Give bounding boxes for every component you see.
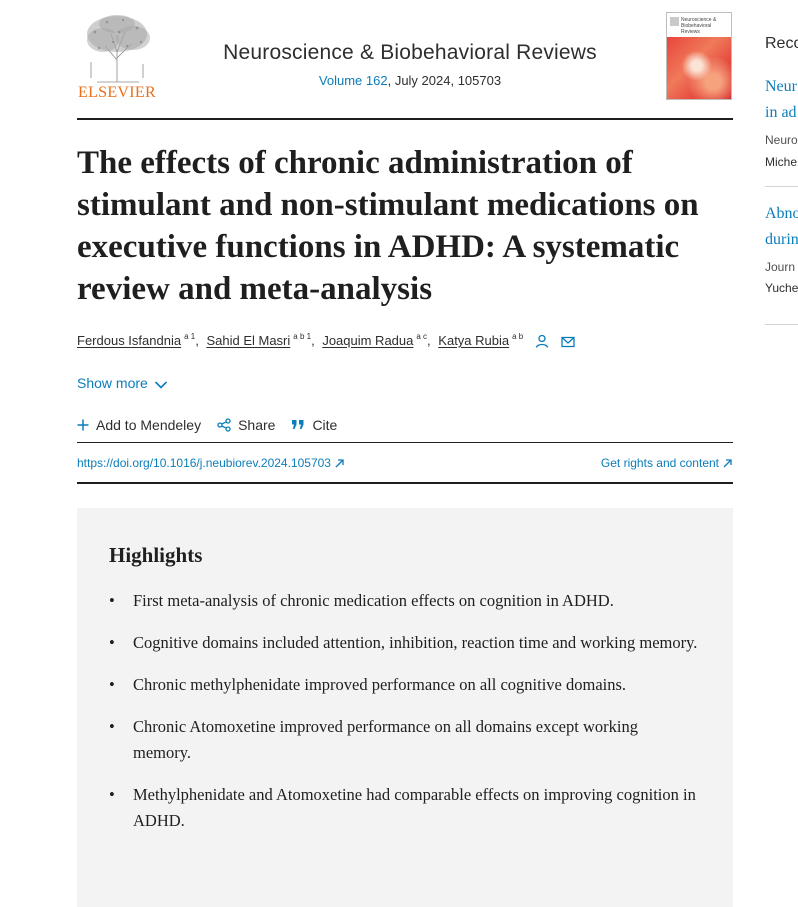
cover-artwork: [667, 37, 731, 99]
highlight-text: Cognitive domains included attention, in…: [133, 633, 698, 652]
highlight-text: Methylphenidate and Atomoxetine had comp…: [133, 785, 696, 830]
rights-link[interactable]: Get rights and content: [601, 456, 732, 470]
show-more-label: Show more: [77, 375, 148, 391]
bullet-icon: •: [109, 717, 115, 736]
recommended-article-link[interactable]: durin: [765, 231, 798, 248]
highlight-text: Chronic Atomoxetine improved performance…: [133, 717, 638, 762]
bullet-icon: •: [109, 675, 115, 694]
highlights-title: Highlights: [109, 543, 203, 567]
article-title: The effects of chronic administration of…: [77, 145, 699, 307]
author-link[interactable]: Ferdous Isfandnia: [77, 333, 182, 348]
highlights-list: • First meta-analysis of chronic medicati…: [109, 588, 699, 850]
list-item: • Chronic methylphenidate improved perfor…: [109, 672, 699, 698]
recommended-authors: Miche: [765, 155, 798, 169]
recommended-article-link[interactable]: Abno: [765, 205, 798, 222]
envelope-icon[interactable]: [560, 336, 575, 348]
doi-text: https://doi.org/10.1016/j.neubiorev.2024…: [77, 456, 331, 470]
share-label: Share: [238, 417, 276, 433]
recommended-authors: Yuche: [765, 281, 798, 295]
journal-title[interactable]: Neuroscience & Biobehavioral Reviews: [223, 41, 597, 64]
meta-divider: [77, 482, 733, 484]
share-button[interactable]: Share: [217, 416, 275, 434]
list-item: • Chronic Atomoxetine improved performanc…: [109, 714, 699, 766]
header-divider: [77, 118, 733, 120]
doi-link[interactable]: https://doi.org/10.1016/j.neubiorev.2024…: [77, 456, 344, 470]
cover-publisher-mark: [670, 17, 679, 26]
volume-link[interactable]: Volume 162: [318, 73, 388, 88]
plus-icon: [77, 419, 89, 431]
elsevier-logo[interactable]: ELSEVIER: [77, 12, 157, 102]
bullet-icon: •: [109, 785, 115, 804]
author-affiliation: a b: [512, 332, 524, 341]
author-link[interactable]: Katya Rubia: [438, 333, 510, 348]
author-list: Ferdous Isfandnia a 1, Sahid El Masri a b …: [77, 332, 733, 348]
list-item: • Methylphenidate and Atomoxetine had com…: [109, 782, 699, 834]
show-more-toggle[interactable]: Show more: [77, 375, 168, 391]
mendeley-label: Add to Mendeley: [96, 417, 202, 433]
chevron-down-icon: [154, 381, 167, 389]
elsevier-wordmark: ELSEVIER: [78, 84, 156, 101]
cover-journal-name: Neuroscience & Biobehavioral Reviews: [681, 17, 717, 35]
person-icon[interactable]: [535, 334, 549, 348]
share-icon: [217, 418, 231, 432]
author-link[interactable]: Joaquim Radua: [322, 333, 414, 348]
add-to-mendeley-button[interactable]: Add to Mendeley: [77, 416, 201, 434]
cite-button[interactable]: Cite: [291, 416, 337, 434]
author-affiliation: a b 1: [293, 332, 312, 341]
external-link-icon: [335, 459, 344, 468]
external-link-icon: [723, 459, 732, 468]
issue-details: , July 2024, 105703: [387, 73, 502, 88]
highlights-section: Highlights • First meta-analysis of chron…: [77, 508, 733, 907]
rights-text: Get rights and content: [600, 456, 719, 470]
recommended-sidebar: Reco Neur in ad Neuro Miche Abno durin J…: [765, 0, 798, 907]
highlight-text: Chronic methylphenidate improved perform…: [133, 675, 627, 694]
cite-label: Cite: [312, 417, 338, 433]
bullet-icon: •: [109, 633, 115, 652]
recommended-divider: [765, 324, 798, 325]
recommended-divider: [765, 186, 798, 187]
recommended-journal: Neuro: [765, 133, 798, 147]
recommended-article-link[interactable]: in ad: [765, 104, 797, 121]
article-actions: Add to Mendeley Share Cite: [77, 416, 337, 434]
list-item: • Cognitive domains included attention, i…: [109, 630, 699, 656]
recommended-article-link[interactable]: Neur: [765, 78, 797, 95]
elsevier-tree-icon: [87, 15, 150, 83]
bullet-icon: •: [109, 591, 115, 610]
journal-cover[interactable]: Neuroscience & Biobehavioral Reviews: [666, 12, 732, 100]
quote-icon: [292, 420, 304, 429]
actions-divider: [77, 442, 733, 443]
list-item: • First meta-analysis of chronic medicati…: [109, 588, 699, 614]
issue-info: Volume 162, July 2024, 105703: [160, 73, 660, 88]
author-affiliation: a c: [416, 332, 428, 341]
highlight-text: First meta-analysis of chronic medicatio…: [133, 591, 614, 610]
recommended-journal: Journ: [765, 260, 796, 274]
author-affiliation: a 1: [184, 332, 196, 341]
recommended-heading: Reco: [765, 35, 798, 52]
author-link[interactable]: Sahid El Masri: [206, 333, 291, 348]
